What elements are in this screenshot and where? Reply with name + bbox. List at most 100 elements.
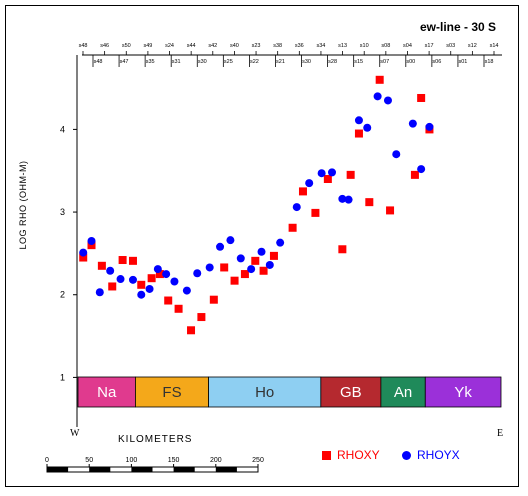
rhoxy-point bbox=[417, 93, 426, 102]
rhoxy-point bbox=[97, 261, 106, 270]
scale-tick-label: 100 bbox=[126, 457, 138, 464]
station-label-bottom: s30 bbox=[302, 59, 311, 65]
unit-block-ho bbox=[208, 376, 322, 408]
rhoxy-point bbox=[259, 266, 268, 275]
scale-tick-label: 150 bbox=[168, 457, 180, 464]
legend-rhoyx-label: RHOYX bbox=[417, 448, 460, 462]
y-tick-label: 3 bbox=[60, 207, 65, 217]
legend-square-marker bbox=[322, 450, 331, 460]
station-label-top: s10 bbox=[360, 43, 369, 49]
east-label: E bbox=[497, 428, 504, 439]
station-label-top: s38 bbox=[273, 43, 282, 49]
unit-label: GB bbox=[340, 384, 362, 401]
legend-rhoxy: RHOXY bbox=[322, 448, 380, 462]
station-label-top: s50 bbox=[122, 43, 131, 49]
scale-bar-segment bbox=[131, 467, 153, 472]
rhoxy-point bbox=[338, 245, 347, 254]
rhoyx-point bbox=[182, 286, 191, 295]
rhoyx-point bbox=[153, 265, 162, 274]
unit-block-yk bbox=[424, 376, 502, 408]
station-label-top: s48 bbox=[79, 43, 88, 49]
y-tick-label: 1 bbox=[60, 372, 65, 382]
scale-bar-segment bbox=[89, 467, 111, 472]
station-label-bottom: s47 bbox=[120, 59, 129, 65]
rhoyx-point bbox=[392, 150, 401, 159]
rhoyx-point bbox=[95, 288, 104, 297]
rhoyx-point bbox=[276, 238, 285, 247]
y-tick-label: 2 bbox=[60, 290, 65, 300]
scale-tick-label: 50 bbox=[85, 457, 93, 464]
station-label-top: s12 bbox=[468, 43, 477, 49]
rhoxy-point bbox=[240, 270, 249, 279]
rhoyx-point bbox=[328, 168, 336, 177]
station-label-bottom: s00 bbox=[406, 59, 415, 65]
rhoyx-point bbox=[425, 122, 434, 131]
rhoyx-point bbox=[170, 277, 179, 286]
rhoyx-point bbox=[87, 237, 96, 245]
rhoxy-point bbox=[323, 175, 332, 183]
station-label-bottom: s35 bbox=[146, 59, 155, 65]
rhoxy-point bbox=[187, 326, 196, 335]
station-label-top: s14 bbox=[490, 43, 499, 49]
rhoxy-point bbox=[108, 282, 117, 291]
rhoyx-point bbox=[363, 123, 372, 132]
unit-label: An bbox=[394, 384, 412, 401]
rhoyx-point bbox=[116, 275, 125, 284]
rhoxy-point bbox=[209, 295, 218, 304]
rhoyx-point bbox=[226, 236, 235, 245]
rhoyx-point bbox=[383, 96, 392, 105]
station-label-bottom: s18 bbox=[485, 59, 494, 65]
station-label-bottom: s25 bbox=[224, 59, 233, 65]
station-label-bottom: s01 bbox=[458, 59, 467, 65]
station-label-top: s03 bbox=[446, 43, 455, 49]
rhoyx-point bbox=[338, 194, 347, 203]
station-label-top: s24 bbox=[165, 43, 174, 49]
rhoyx-point bbox=[79, 248, 88, 257]
station-label-top: s42 bbox=[208, 43, 217, 49]
unit-block-an bbox=[380, 376, 426, 408]
rhoxy-point bbox=[346, 170, 355, 179]
rhoyx-point bbox=[137, 290, 146, 299]
station-label-top: s04 bbox=[403, 43, 412, 49]
legend-rhoxy-label: RHOXY bbox=[337, 448, 380, 462]
station-label-bottom: s06 bbox=[432, 59, 441, 65]
unit-label: Na bbox=[97, 384, 117, 401]
rhoxy-point bbox=[128, 256, 137, 265]
rhoxy-point bbox=[87, 241, 96, 250]
rhoyx-point bbox=[292, 203, 301, 212]
rhoxy-point bbox=[410, 170, 419, 179]
station-label-bottom: s15 bbox=[354, 59, 363, 65]
scale-bar-segment bbox=[215, 467, 237, 472]
scale-tick-label: 200 bbox=[210, 457, 222, 464]
rhoyx-point bbox=[193, 269, 202, 278]
scale-tick-label: 250 bbox=[252, 457, 264, 464]
rhoxy-point bbox=[118, 256, 127, 265]
scale-bar-segment bbox=[47, 467, 69, 472]
rhoyx-point bbox=[162, 270, 171, 279]
rhoxy-point bbox=[375, 75, 384, 84]
unit-block-na bbox=[77, 376, 136, 408]
rhoxy-point bbox=[298, 187, 307, 196]
station-label-top: s36 bbox=[295, 43, 304, 49]
rhoxy-point bbox=[197, 313, 206, 322]
rhoyx-point bbox=[344, 195, 353, 204]
rhoxy-point bbox=[311, 208, 320, 217]
station-label-bottom: s28 bbox=[328, 59, 337, 65]
station-label-bottom: s07 bbox=[380, 59, 389, 65]
rhoxy-point bbox=[164, 296, 173, 305]
rhoxy-point bbox=[174, 304, 183, 313]
rhoxy-point bbox=[354, 129, 363, 138]
rhoxy-point bbox=[79, 253, 88, 262]
rhoyx-point bbox=[128, 275, 137, 284]
unit-block-gb bbox=[320, 376, 382, 408]
station-label-bottom: s22 bbox=[250, 59, 259, 65]
rhoyx-point bbox=[317, 169, 326, 178]
station-label-bottom: s21 bbox=[276, 59, 285, 65]
rhoyx-point bbox=[236, 254, 245, 263]
rhoxy-point bbox=[155, 270, 164, 279]
y-tick-label: 4 bbox=[60, 124, 65, 134]
rhoyx-point bbox=[205, 263, 214, 272]
rhoyx-point bbox=[247, 265, 256, 274]
rhoyx-point bbox=[305, 179, 314, 188]
